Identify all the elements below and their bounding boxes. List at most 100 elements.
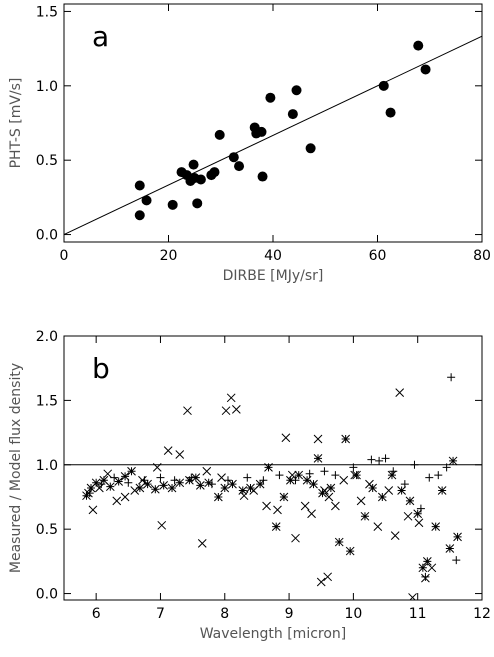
- data-point: [140, 476, 149, 485]
- data-point: [445, 544, 455, 553]
- data-point: [163, 446, 173, 455]
- data-point: [223, 476, 232, 485]
- data-point: [228, 479, 237, 489]
- data-point: [360, 511, 370, 521]
- data-point: [341, 434, 351, 444]
- panel-label: a: [92, 20, 109, 53]
- data-point: [103, 469, 113, 479]
- x-tick-label: 9: [285, 606, 294, 622]
- data-point: [246, 483, 255, 493]
- data-point: [434, 471, 443, 480]
- data-point: [192, 198, 203, 209]
- data-point: [287, 470, 297, 480]
- data-point: [195, 481, 205, 490]
- data-point: [221, 406, 231, 416]
- data-point: [257, 171, 268, 182]
- data-point: [352, 470, 361, 480]
- data-point: [452, 556, 461, 565]
- data-point: [309, 479, 318, 489]
- data-point: [291, 533, 300, 543]
- x-tick-label: 12: [473, 606, 491, 622]
- data-point: [195, 174, 206, 185]
- y-axis-title: PHT-S [mV/s]: [8, 78, 24, 169]
- data-point: [202, 466, 212, 476]
- data-point: [302, 475, 312, 485]
- data-point: [367, 455, 376, 464]
- data-point: [114, 477, 124, 486]
- data-point: [442, 463, 451, 472]
- x-tick-label: 7: [156, 606, 165, 622]
- data-point: [305, 469, 314, 478]
- panel-b: 6 7 8 9 10 11 12 0.0 0.5 1.0 1.5 2.0 Wavelength [mic…: [8, 329, 491, 642]
- data-point: [420, 64, 431, 75]
- data-point: [183, 406, 192, 416]
- x-tick-label: 8: [220, 606, 229, 622]
- panel-label: b: [92, 352, 110, 385]
- data-point: [187, 473, 196, 482]
- data-point: [207, 480, 216, 489]
- data-point: [226, 393, 236, 403]
- data-point: [185, 475, 194, 485]
- data-point: [152, 463, 162, 472]
- data-point: [403, 511, 413, 521]
- data-point: [275, 471, 284, 480]
- data-point: [255, 479, 265, 489]
- x-tick-label: 0: [60, 248, 69, 264]
- data-point: [265, 92, 276, 103]
- data-point: [324, 492, 334, 502]
- data-point: [86, 483, 96, 493]
- data-point: [167, 199, 178, 210]
- data-point: [167, 483, 177, 493]
- data-point: [220, 483, 230, 493]
- data-point: [422, 557, 432, 566]
- data-point: [331, 501, 340, 511]
- data-point: [418, 563, 428, 573]
- data-point: [345, 546, 355, 556]
- data-point: [135, 483, 145, 493]
- data-point: [120, 492, 130, 502]
- data-point: [334, 537, 344, 547]
- data-point: [213, 492, 223, 502]
- data-point: [150, 484, 160, 494]
- x-tick-label: 6: [92, 606, 101, 622]
- data-point: [421, 572, 430, 581]
- data-point: [377, 492, 387, 502]
- data-point: [313, 453, 323, 463]
- data-point: [318, 488, 327, 498]
- x-tick-label: 80: [473, 248, 491, 264]
- data-point: [110, 473, 119, 482]
- y-tick-label: 1.5: [36, 4, 58, 20]
- y-tick-label: 0.0: [36, 587, 58, 603]
- x-tick-label: 11: [409, 606, 427, 622]
- data-point: [395, 388, 405, 398]
- data-point: [349, 463, 358, 472]
- data-point: [97, 480, 106, 489]
- data-point: [159, 481, 169, 490]
- data-point: [286, 475, 295, 485]
- data-point: [400, 480, 409, 489]
- data-point: [287, 109, 298, 120]
- data-point: [447, 373, 456, 382]
- plot-frame: [63, 3, 483, 243]
- data-point: [262, 501, 271, 511]
- data-point: [291, 85, 302, 96]
- data-point: [214, 129, 225, 140]
- data-point: [228, 152, 239, 163]
- data-point: [188, 159, 199, 170]
- data-point: [408, 593, 417, 600]
- data-point: [85, 489, 94, 498]
- data-point: [453, 532, 462, 542]
- data-point: [425, 473, 434, 482]
- data-point: [323, 572, 333, 582]
- y-tick-label: 1.0: [36, 458, 58, 474]
- data-point: [316, 577, 326, 587]
- data-point: [279, 492, 289, 502]
- data-point: [209, 167, 220, 178]
- data-point: [414, 518, 424, 528]
- data-point: [368, 483, 378, 493]
- data-point: [389, 467, 398, 476]
- data-point: [281, 433, 291, 443]
- data-point: [416, 504, 425, 513]
- data-point: [378, 80, 389, 91]
